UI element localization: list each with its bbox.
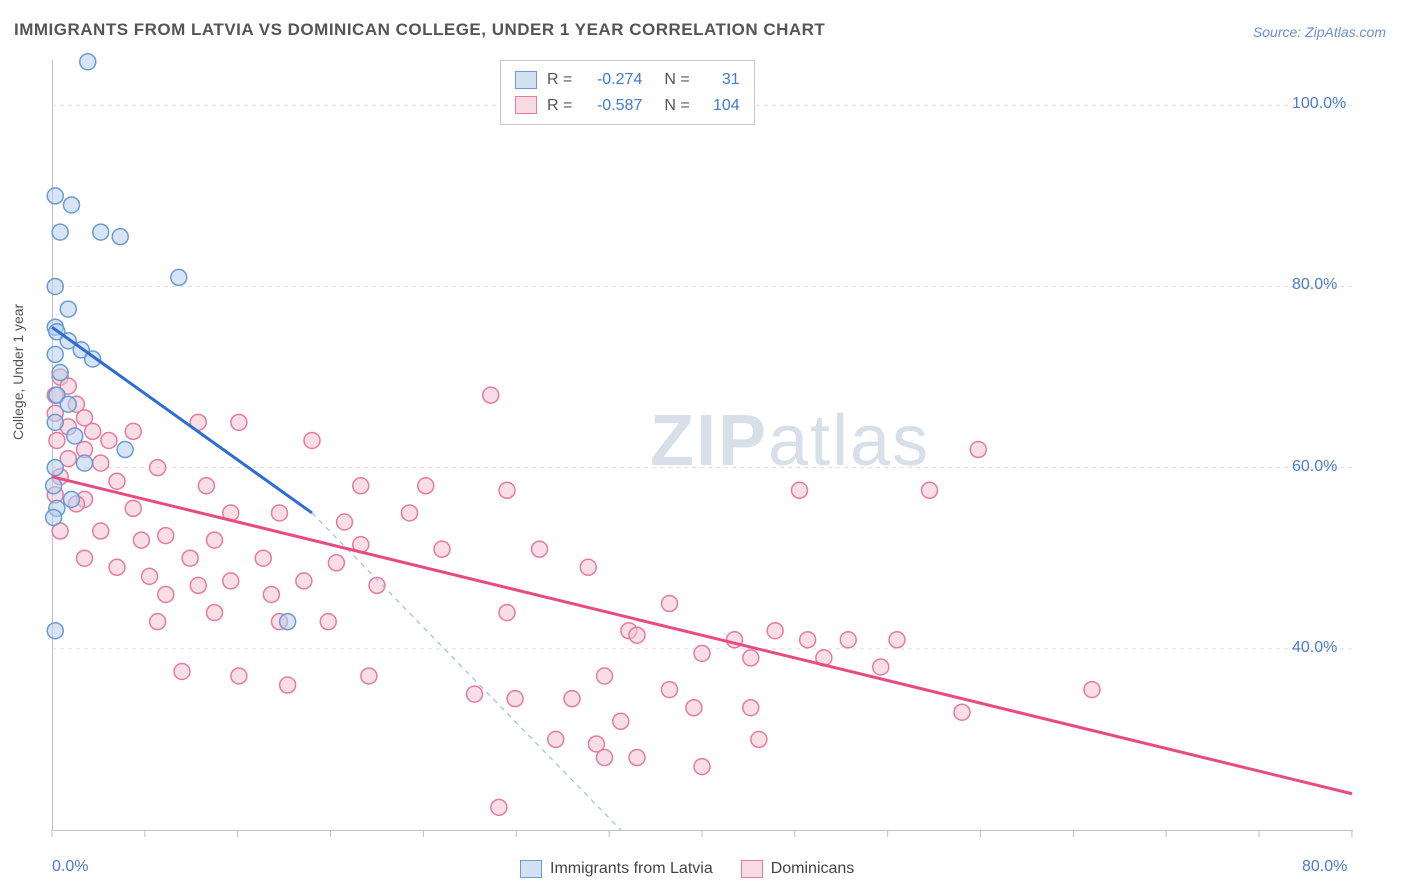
legend-row: R =-0.274N =31 bbox=[515, 67, 740, 93]
chart-svg bbox=[0, 0, 1406, 892]
y-tick-label: 40.0% bbox=[1292, 639, 1337, 657]
legend-row: R =-0.587N =104 bbox=[515, 93, 740, 119]
legend-item: Immigrants from Latvia bbox=[520, 860, 713, 878]
x-tick-label: 0.0% bbox=[52, 858, 88, 876]
correlation-legend: R =-0.274N =31R =-0.587N =104 bbox=[500, 60, 755, 125]
x-tick-label: 80.0% bbox=[1302, 858, 1347, 876]
legend-item: Dominicans bbox=[741, 860, 855, 878]
y-tick-label: 100.0% bbox=[1292, 95, 1346, 113]
series-legend: Immigrants from Latvia Dominicans bbox=[520, 860, 854, 878]
y-tick-label: 60.0% bbox=[1292, 458, 1337, 476]
y-tick-label: 80.0% bbox=[1292, 276, 1337, 294]
